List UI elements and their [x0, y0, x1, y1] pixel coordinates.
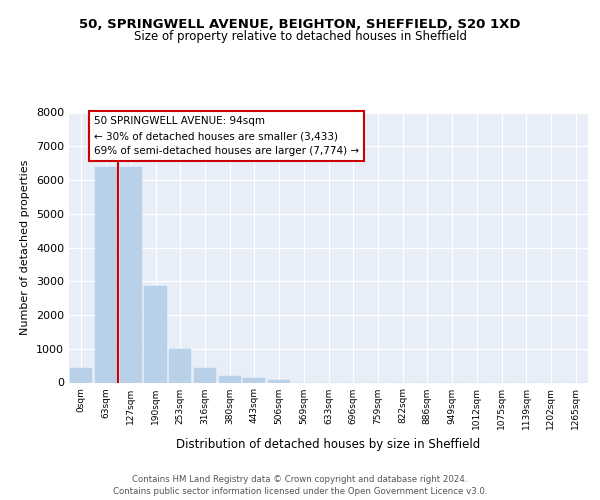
Bar [218, 376, 241, 382]
Text: 50, SPRINGWELL AVENUE, BEIGHTON, SHEFFIELD, S20 1XD: 50, SPRINGWELL AVENUE, BEIGHTON, SHEFFIE… [79, 18, 521, 30]
Text: Contains HM Land Registry data © Crown copyright and database right 2024.
Contai: Contains HM Land Registry data © Crown c… [113, 474, 487, 496]
Text: Size of property relative to detached houses in Sheffield: Size of property relative to detached ho… [133, 30, 467, 43]
Bar [119, 166, 142, 382]
Bar [145, 286, 167, 382]
Y-axis label: Number of detached properties: Number of detached properties [20, 160, 31, 335]
Bar [243, 378, 265, 382]
Bar [95, 166, 117, 382]
Text: 50 SPRINGWELL AVENUE: 94sqm
← 30% of detached houses are smaller (3,433)
69% of : 50 SPRINGWELL AVENUE: 94sqm ← 30% of det… [94, 116, 359, 156]
X-axis label: Distribution of detached houses by size in Sheffield: Distribution of detached houses by size … [176, 438, 481, 451]
Bar [194, 368, 216, 382]
Bar [268, 380, 290, 382]
Bar [70, 368, 92, 382]
Bar [169, 349, 191, 382]
